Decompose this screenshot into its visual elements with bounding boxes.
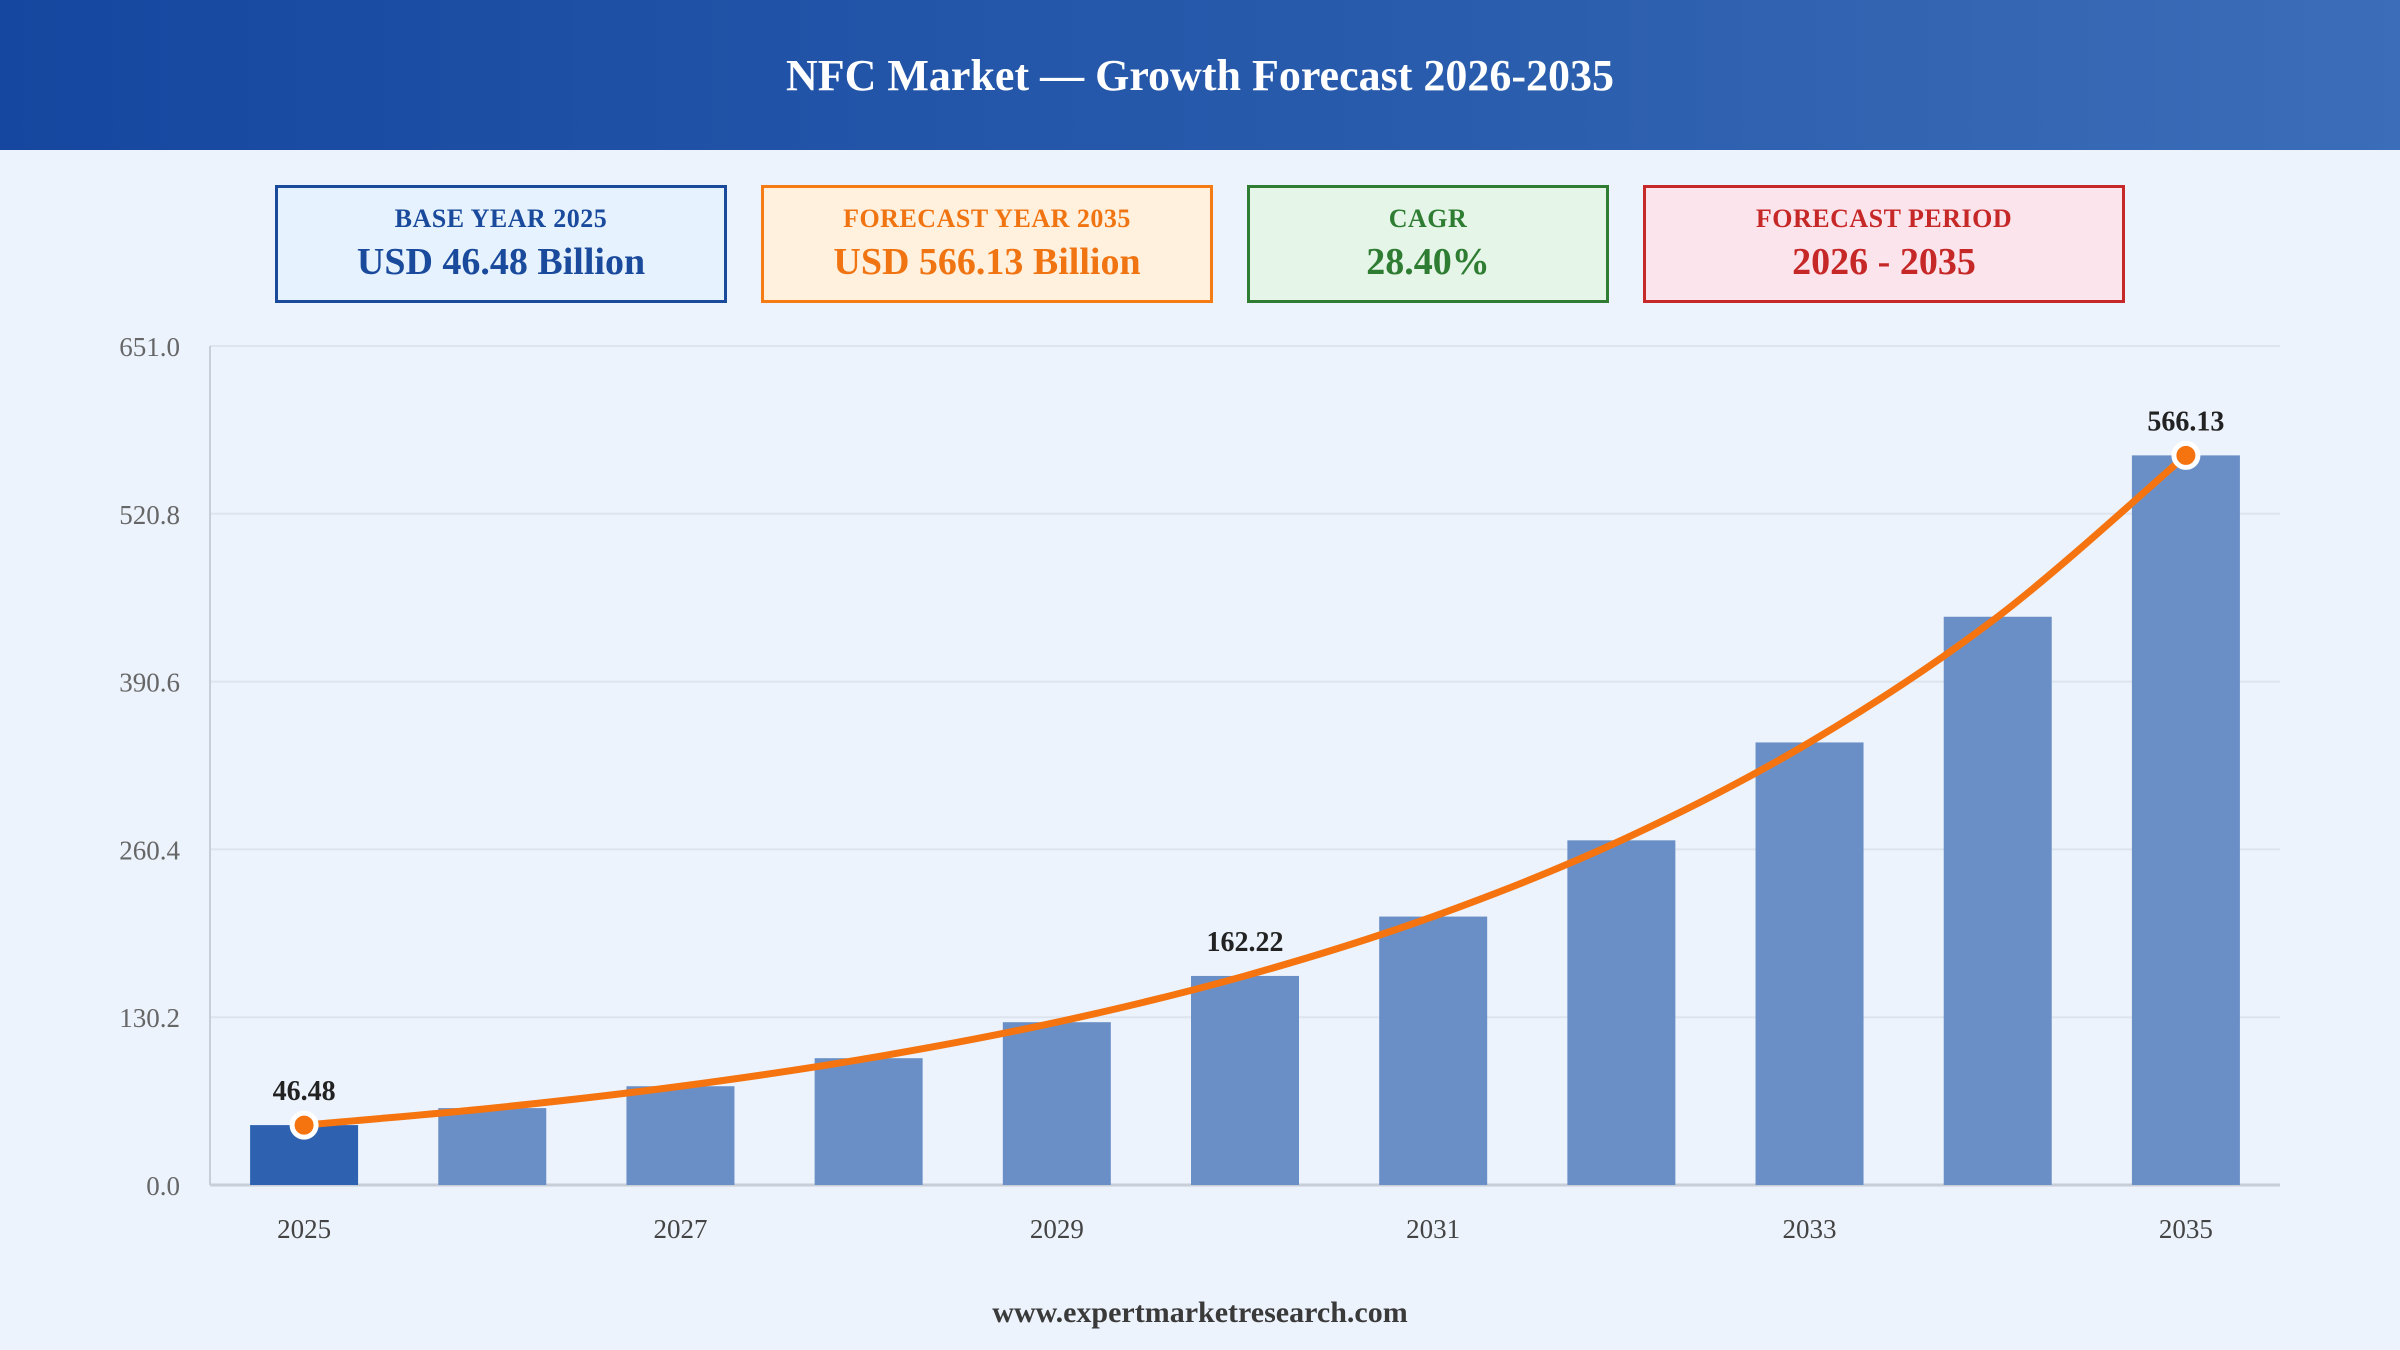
y-tick-label: 0.0 — [146, 1171, 180, 1201]
x-tick-label: 2035 — [2159, 1214, 2213, 1244]
bar-2026 — [438, 1108, 547, 1185]
bar-2032 — [1567, 840, 1676, 1185]
bar-2034 — [1943, 616, 2052, 1185]
forecast-period-label: FORECAST PERIOD — [1755, 204, 2013, 233]
forecast-period-card: FORECAST PERIOD 2026 - 2035 — [1643, 185, 2125, 303]
y-tick-label: 130.2 — [119, 1003, 180, 1033]
forecast-period-value: 2026 - 2035 — [1792, 241, 1976, 283]
forecast-year-card: FORECAST YEAR 2035 USD 566.13 Billion — [761, 185, 1213, 303]
bar-2033 — [1755, 742, 1864, 1185]
x-tick-label: 2031 — [1406, 1214, 1460, 1244]
y-tick-label: 651.0 — [119, 332, 180, 362]
bar-2028 — [814, 1058, 923, 1185]
cagr-value: 28.40% — [1366, 241, 1490, 283]
x-tick-label: 2033 — [1783, 1214, 1837, 1244]
y-tick-label: 390.6 — [119, 668, 180, 698]
bar-2027 — [626, 1086, 735, 1185]
base-year-label: BASE YEAR 2025 — [394, 204, 608, 233]
data-label: 162.22 — [1207, 927, 1284, 958]
page-title: NFC Market — Growth Forecast 2026-2035 — [785, 50, 1615, 100]
bar-2030 — [1191, 975, 1299, 1185]
x-tick-label: 2029 — [1030, 1214, 1084, 1244]
y-tick-label: 520.8 — [119, 500, 180, 530]
x-tick-label: 2027 — [653, 1214, 707, 1244]
bar-2029 — [1002, 1022, 1111, 1185]
header-banner: NFC Market — Growth Forecast 2026-2035 — [0, 0, 2400, 150]
data-label: 46.48 — [273, 1076, 336, 1107]
forecast-year-label: FORECAST YEAR 2035 — [843, 204, 1131, 233]
forecast-year-value: USD 566.13 Billion — [833, 241, 1141, 283]
trend-marker — [289, 1110, 319, 1140]
x-tick-label: 2025 — [277, 1214, 331, 1244]
cagr-card: CAGR 28.40% — [1247, 185, 1609, 303]
y-tick-label: 260.4 — [119, 835, 180, 865]
cagr-label: CAGR — [1388, 204, 1468, 233]
trend-line — [300, 451, 2190, 1129]
bar-2035 — [2131, 455, 2240, 1186]
base-year-value: USD 46.48 Billion — [356, 241, 646, 283]
base-year-card: BASE YEAR 2025 USD 46.48 Billion — [275, 185, 727, 303]
bar-2031 — [1379, 916, 1488, 1185]
website-footer: www.expertmarketresearch.com — [992, 1296, 1408, 1329]
trend-marker — [2171, 440, 2201, 470]
data-label: 566.13 — [2147, 406, 2224, 437]
